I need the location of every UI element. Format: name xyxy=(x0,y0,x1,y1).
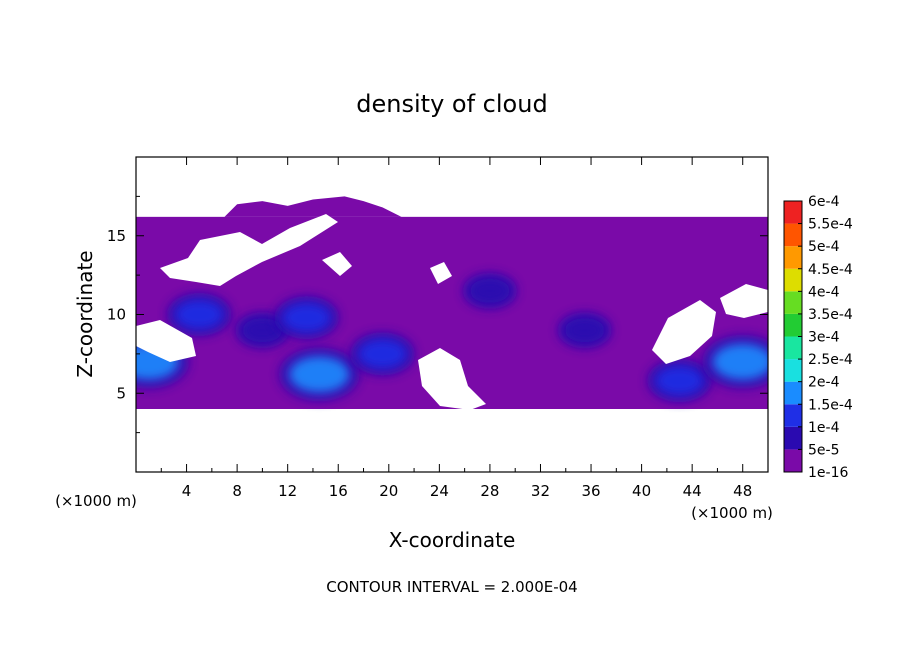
colorbar-label: 5e-4 xyxy=(808,239,840,255)
colorbar-label: 1e-4 xyxy=(808,420,840,436)
x-tick-label: 4 xyxy=(182,482,192,500)
clear-sky-gaps xyxy=(136,214,768,410)
colorbar-label: 2e-4 xyxy=(808,375,840,391)
colorbar-label: 3.5e-4 xyxy=(808,307,853,323)
x-unit-note-left: (×1000 m) xyxy=(55,492,137,510)
contour-interval-note: CONTOUR INTERVAL = 2.000E-04 xyxy=(326,578,577,596)
colorbar-band xyxy=(784,268,802,292)
colorbar-label: 5e-5 xyxy=(808,442,839,458)
y-tick-label: 15 xyxy=(107,227,126,245)
colorbar-label: 4.5e-4 xyxy=(808,262,853,278)
x-axis-label: X-coordinate xyxy=(389,528,516,552)
x-tick-label: 32 xyxy=(531,482,550,500)
colorbar-label: 1e-16 xyxy=(808,465,848,481)
dense-core xyxy=(175,300,224,329)
x-tick-label: 16 xyxy=(329,482,348,500)
x-tick-label: 24 xyxy=(430,482,449,500)
colorbar-label: 6e-4 xyxy=(808,194,840,210)
clear-gap-right-upper xyxy=(720,284,768,318)
colorbar-label: 5.5e-4 xyxy=(808,217,853,233)
colorbar-band xyxy=(784,359,802,382)
x-tick-label: 8 xyxy=(232,482,242,500)
clear-gap-right-mid xyxy=(652,300,716,364)
cloud-top-bulge xyxy=(224,196,402,217)
dense-core xyxy=(289,356,350,393)
colorbar-label: 4e-4 xyxy=(808,284,840,300)
x-tick-label: 28 xyxy=(480,482,499,500)
y-tick-label: 10 xyxy=(107,306,126,324)
colorbar-band xyxy=(784,291,802,314)
x-tick-label: 40 xyxy=(632,482,651,500)
colorbar-label: 3e-4 xyxy=(808,330,840,346)
dense-core xyxy=(564,318,605,343)
dense-core xyxy=(358,339,407,369)
dense-cores xyxy=(136,272,768,403)
y-axis-ticks: 5 10 15 xyxy=(107,195,768,434)
clear-gap-center-upper xyxy=(322,252,352,276)
plot-area xyxy=(136,157,768,472)
x-tick-label: 36 xyxy=(581,482,600,500)
dense-core xyxy=(242,318,283,343)
dense-core xyxy=(712,343,768,380)
y-axis-label: Z-coordinate xyxy=(73,250,97,377)
colorbar-band xyxy=(784,223,802,247)
x-axis-ticks: 4 8 12 16 20 24 28 32 36 40 44 48 xyxy=(160,157,752,500)
colorbar-band xyxy=(784,246,802,269)
colorbar-band xyxy=(784,426,802,450)
x-tick-label: 44 xyxy=(683,482,702,500)
colorbar-band xyxy=(784,201,802,224)
colorbar: 1e-16 5e-5 1e-4 1.5e-4 2e-4 2.5e-4 3e-4 3.5e-4 4… xyxy=(783,194,853,481)
colorbar-band xyxy=(784,404,802,427)
y-tick-label: 5 xyxy=(116,384,126,402)
colorbar-band xyxy=(784,381,802,405)
dense-core xyxy=(469,278,510,303)
colorbar-label: 2.5e-4 xyxy=(808,352,853,368)
x-tick-label: 12 xyxy=(278,482,297,500)
colorbar-band xyxy=(784,313,802,337)
clear-gap-center-low xyxy=(418,348,486,410)
x-tick-label: 20 xyxy=(379,482,398,500)
chart-title: density of cloud xyxy=(356,90,547,118)
clear-gap-left-mid xyxy=(136,320,196,362)
clear-gap-center-upper-2 xyxy=(430,262,452,284)
dense-core xyxy=(655,366,704,396)
colorbar-band xyxy=(784,336,802,360)
colorbar-band xyxy=(784,449,802,472)
x-tick-label: 48 xyxy=(733,482,752,500)
clear-gap-upper-left xyxy=(160,214,338,286)
x-unit-note-right: (×1000 m) xyxy=(691,504,773,522)
colorbar-label: 1.5e-4 xyxy=(808,397,853,413)
dense-core xyxy=(282,303,331,333)
